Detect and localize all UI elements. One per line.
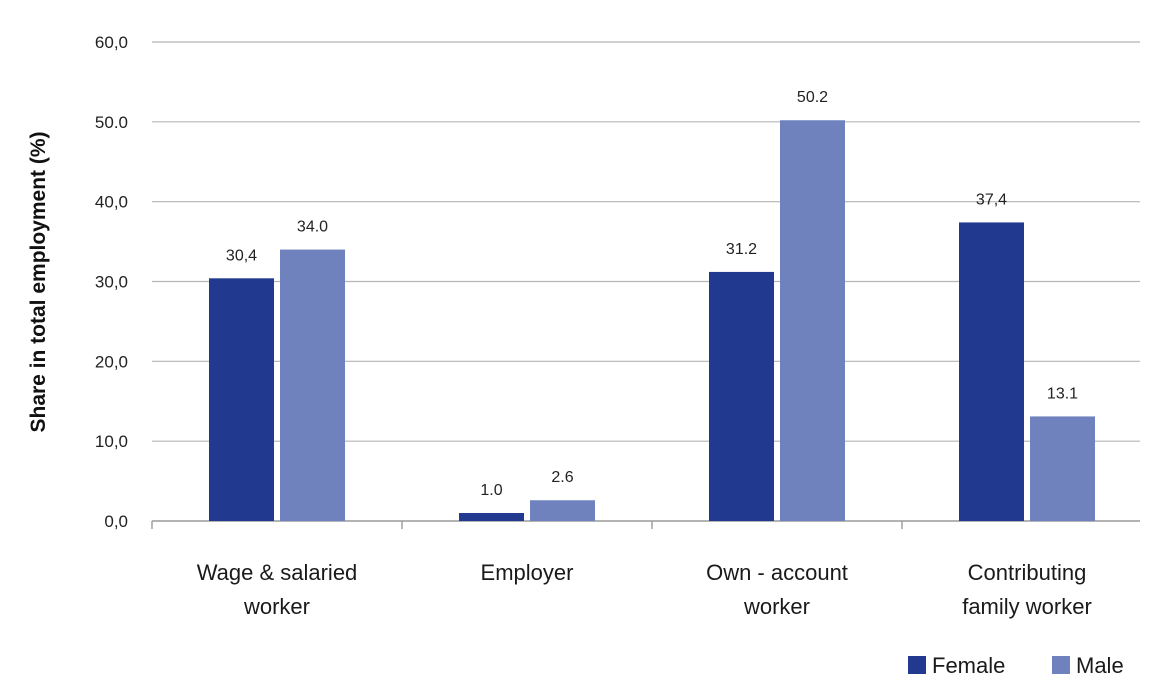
bar-female xyxy=(709,271,774,521)
data-label: 2.6 xyxy=(551,469,573,486)
bar-male xyxy=(780,120,845,521)
x-axis xyxy=(151,520,1140,529)
category-labels: Wage & salaried worker Employer Own - accou… xyxy=(197,560,1092,619)
y-axis-label: Share in total employment (%) xyxy=(27,131,50,432)
bar-male xyxy=(280,249,345,522)
category-label: Wage & salaried xyxy=(197,560,358,585)
legend: Female Male xyxy=(908,653,1124,678)
y-tick-label: 10,0 xyxy=(95,432,128,451)
category-label: Employer xyxy=(481,560,574,585)
category-label: worker xyxy=(743,594,810,619)
y-tick-label: 40,0 xyxy=(95,193,128,212)
data-label: 30,4 xyxy=(226,247,257,264)
category-label: family worker xyxy=(962,594,1092,619)
data-label: 31.2 xyxy=(726,241,757,258)
y-tick-label: 50.0 xyxy=(95,113,128,132)
legend-swatch-male xyxy=(1052,656,1070,674)
bar-female xyxy=(959,222,1024,521)
data-label: 34.0 xyxy=(297,219,328,236)
data-label: 37,4 xyxy=(976,191,1007,208)
category-label: Contributing xyxy=(968,560,1087,585)
data-labels: 30,4 34.0 1.0 2.6 31.2 50.2 37,4 13.1 xyxy=(226,89,1078,499)
bar-male xyxy=(1030,416,1095,521)
category-label: Own - account xyxy=(706,560,848,585)
data-label: 13.1 xyxy=(1047,385,1078,402)
data-label: 50.2 xyxy=(797,89,828,106)
legend-label-male: Male xyxy=(1076,653,1124,678)
y-tick-label: 20,0 xyxy=(95,352,128,371)
y-axis-ticks: 0,0 10,0 20,0 30,0 40,0 50.0 60,0 xyxy=(95,33,128,531)
bar-male xyxy=(530,500,595,521)
legend-label-female: Female xyxy=(932,653,1005,678)
category-label: worker xyxy=(243,594,310,619)
legend-swatch-female xyxy=(908,656,926,674)
y-tick-label: 0,0 xyxy=(104,512,128,531)
bars xyxy=(209,120,1095,522)
bar-female xyxy=(459,513,524,521)
y-tick-label: 60,0 xyxy=(95,33,128,52)
data-label: 1.0 xyxy=(480,482,502,499)
bar-female xyxy=(209,278,274,521)
y-tick-label: 30,0 xyxy=(95,273,128,292)
